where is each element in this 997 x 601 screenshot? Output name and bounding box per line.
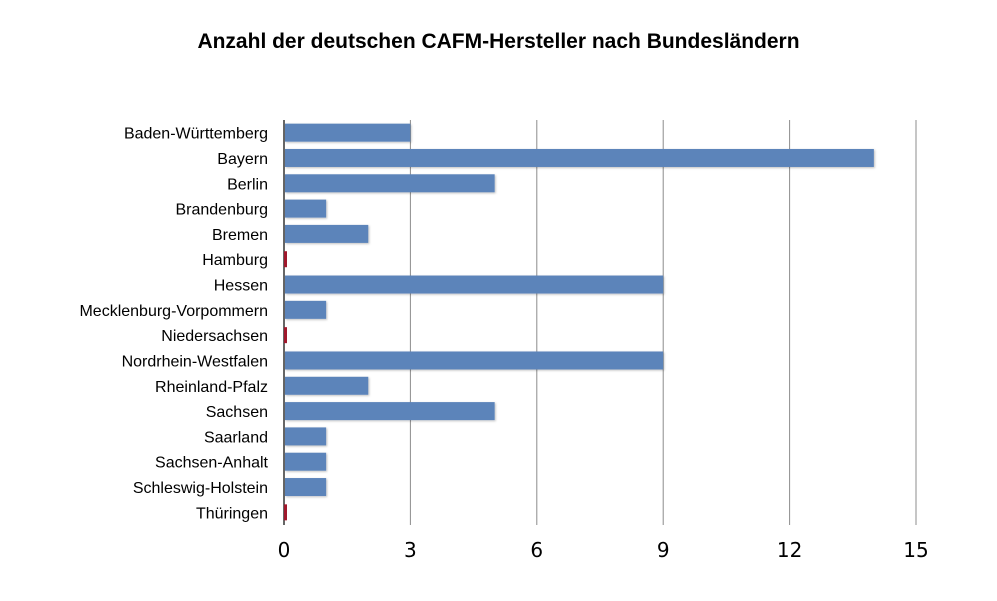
x-tick-label: 12: [777, 538, 802, 562]
category-label: Schleswig-Holstein: [133, 480, 268, 497]
category-label: Thüringen: [196, 505, 268, 522]
x-axis-ticks: 0 3 6 9 12 15: [278, 538, 929, 562]
category-label: Niedersachsen: [161, 328, 268, 345]
bar: [285, 376, 369, 395]
category-label: Bayern: [217, 151, 268, 168]
x-tick-label: 6: [530, 538, 543, 562]
bar: [285, 402, 495, 421]
category-label: Baden-Württemberg: [124, 126, 268, 143]
bar: [285, 174, 495, 193]
bar: [285, 478, 327, 497]
x-tick-label: 0: [278, 538, 291, 562]
category-label: Sachsen: [206, 404, 268, 421]
bar: [285, 148, 874, 167]
x-tick-label: 15: [903, 538, 928, 562]
bars: [284, 123, 874, 521]
bar: [285, 452, 327, 471]
bar: [285, 275, 664, 294]
grid-lines: [283, 120, 917, 525]
category-label: Hamburg: [202, 252, 268, 269]
category-label: Sachsen-Anhalt: [155, 455, 269, 472]
x-tick-label: 9: [657, 538, 670, 562]
bar: [285, 199, 327, 218]
category-labels: Baden-Württemberg Bayern Berlin Brandenburg…: [79, 126, 268, 523]
bar-zero-marker: [284, 327, 287, 344]
bar: [285, 427, 327, 446]
x-tick-label: 3: [404, 538, 417, 562]
category-label: Rheinland-Pfalz: [155, 379, 268, 396]
category-label: Berlin: [227, 176, 268, 193]
bar-zero-marker: [284, 251, 287, 268]
category-label: Bremen: [212, 227, 268, 244]
category-label: Brandenburg: [175, 202, 268, 219]
bar: [285, 224, 369, 243]
category-label: Saarland: [204, 429, 268, 446]
category-label: Hessen: [214, 278, 268, 295]
bar: [285, 351, 664, 370]
bar-zero-marker: [284, 504, 287, 521]
bar: [285, 300, 327, 319]
category-label: Nordrhein-Westfalen: [122, 353, 268, 370]
bar: [285, 123, 411, 142]
chart-title: Anzahl der deutschen CAFM-Hersteller nac…: [197, 30, 800, 53]
category-label: Mecklenburg-Vorpommern: [79, 303, 268, 320]
